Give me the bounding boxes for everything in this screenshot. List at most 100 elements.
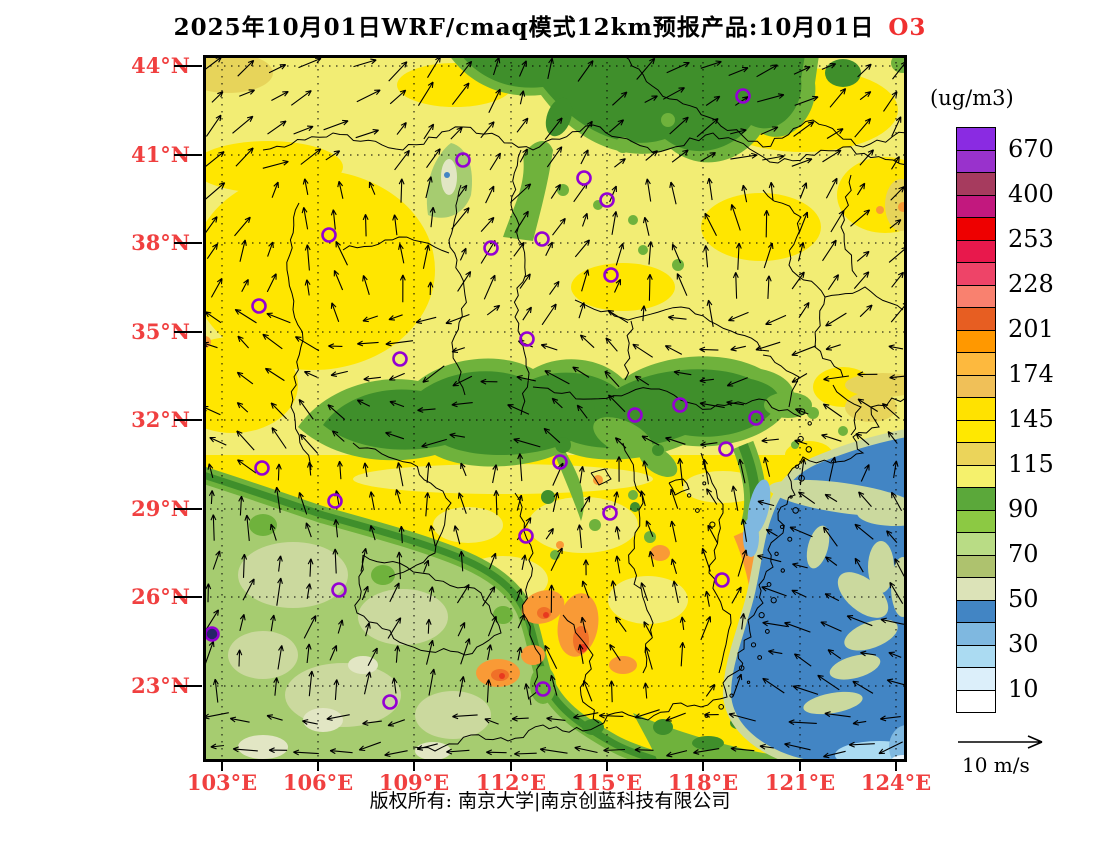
wind-arrow-icon [358,741,381,752]
wind-arrow-icon [821,63,837,70]
wind-arrow-icon [551,397,563,409]
wind-arrow-icon [458,550,465,572]
wind-arrow-icon [290,90,312,106]
wind-arrow-icon [212,550,221,570]
wind-arrow-icon [325,150,341,161]
wind-arrow-icon [238,495,245,516]
city-marker [321,227,337,243]
wind-arrow-icon [666,750,688,758]
wind-arrow-icon [353,58,377,68]
wind-arrow-icon [488,552,497,570]
colorbar-swatch [956,194,996,218]
wind-arrow-icon [424,492,431,517]
wind-arrow-icon [330,302,340,322]
colorbar-swatch [956,352,996,376]
wind-arrow-icon [274,486,281,513]
wind-arrow-icon [271,181,279,198]
colorbar-tick-label: 50 [1008,584,1039,613]
wind-arrow-icon [740,613,746,630]
wind-arrow-icon [205,609,220,631]
wind-arrow-icon [293,125,314,135]
wind-arrow-icon [891,156,900,170]
wind-arrow-icon [642,460,649,482]
wind-arrow-icon [669,116,689,135]
wind-arrow-icon [611,211,618,235]
wind-arrow-icon [792,685,819,695]
wind-arrow-icon [206,243,219,260]
wind-arrow-icon [888,344,904,351]
wind-arrow-icon [451,347,465,353]
map-canvas[interactable] [203,55,907,762]
wind-arrow-icon [509,183,532,204]
wind-arrow-icon [204,640,215,665]
wind-arrow-icon [574,745,598,754]
wind-arrow-icon [363,671,372,695]
wind-arrow-icon [486,749,507,756]
wind-arrow-icon [294,336,320,352]
wind-arrow-icon [305,522,312,538]
wind-arrow-icon [302,719,318,725]
lon-label: 106°E [282,770,354,795]
wind-arrow-icon [488,88,501,113]
wind-arrow-icon [859,91,872,101]
wind-arrow-icon [580,495,591,512]
wind-arrow-icon [545,527,554,540]
wind-arrow-icon [731,485,739,511]
wind-arrow-icon [236,401,249,413]
wind-arrow-icon [737,549,748,577]
wind-arrow-icon [580,616,587,633]
wind-arrow-icon [878,741,903,755]
wind-arrow-icon [826,128,844,139]
wind-arrow-icon [482,586,496,607]
lon-label: 112°E [475,770,547,795]
colorbar-swatch [956,419,996,443]
wind-arrow-icon [487,615,497,637]
wind-arrow-icon [889,581,904,604]
title-text: 2025年10月01日WRF/cmaq模式12km预报产品:10月01日 [173,14,875,41]
wind-arrow-icon [459,60,473,77]
wind-arrow-icon [578,302,586,319]
wind-arrow-icon [396,551,403,580]
wind-arrow-icon [232,115,254,134]
wind-arrow-icon [726,377,748,387]
city-marker [331,582,347,598]
wind-arrow-icon [522,306,532,321]
wind-arrow-icon [609,644,621,661]
wind-arrow-icon [459,247,467,261]
colorbar-tick-label: 90 [1008,494,1039,523]
wind-arrow-icon [576,524,583,548]
wind-arrow-icon [428,586,435,602]
wind-arrow-icon [269,523,277,541]
city-marker [627,407,643,423]
colorbar-swatch [956,239,996,263]
colorbar-tick-label: 228 [1008,269,1054,298]
wind-arrow-icon [669,488,679,509]
wind-arrow-icon [234,216,251,237]
wind-arrow-icon [452,375,473,387]
wind-arrow-icon [767,649,783,655]
wind-arrow-icon [822,403,843,418]
wind-arrow-icon [706,177,713,201]
wind-arrow-icon [362,462,369,478]
wind-arrow-icon [880,715,901,722]
wind-arrow-icon [445,313,470,325]
wind-arrow-icon [271,427,287,449]
wind-arrow-icon [824,593,840,602]
colorbar-swatch [956,329,996,353]
wind-arrow-icon [210,743,224,750]
colorbar-swatch [956,532,996,556]
wind-arrow-icon [546,715,566,722]
lat-tick [174,154,202,156]
wind-arrow-icon [609,185,617,203]
colorbar-swatch [956,464,996,488]
wind-arrow-icon [415,316,437,324]
wind-arrow-icon [516,588,523,602]
wind-arrow-icon [305,643,312,664]
wind-arrow-icon [615,243,625,266]
wind-arrow-icon [799,458,807,486]
wind-arrow-icon [890,186,905,201]
wind-arrow-icon [829,88,847,108]
wind-arrow-icon [262,333,283,350]
wind-arrow-icon [669,181,677,205]
wind-arrow-icon [391,677,398,694]
